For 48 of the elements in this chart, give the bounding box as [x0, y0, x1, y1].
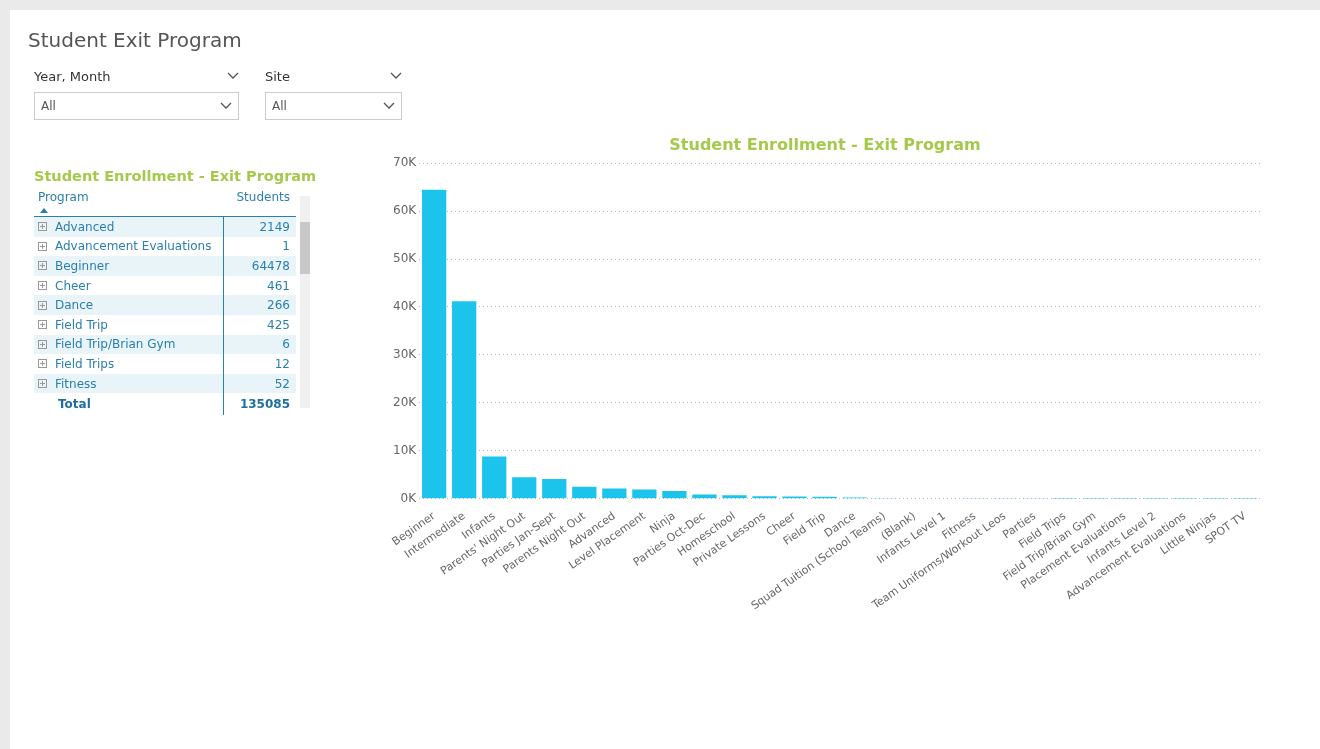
text: All [272, 99, 287, 113]
bar [452, 301, 477, 499]
data-label: 52 [273, 376, 291, 391]
data-label: 1 [281, 239, 291, 254]
data-label: 2149 [258, 219, 291, 234]
category-label: Dance [55, 298, 94, 313]
text: Students [236, 190, 291, 204]
y-tick-label: 50K [393, 251, 418, 266]
category-label: Fitness [55, 376, 97, 391]
text: Site [265, 68, 290, 84]
text: Year, Month [34, 68, 111, 84]
y-tick-label: 30K [393, 347, 418, 362]
category-label: Cheer [55, 278, 91, 293]
y-tick-label: 40K [393, 299, 418, 314]
y-tick-label: 0K [400, 490, 418, 505]
text: 135085 [238, 397, 291, 412]
data-label: 266 [266, 298, 291, 313]
y-tick-label: 10K [393, 442, 418, 457]
bar [692, 494, 717, 499]
y-tick-label: 60K [393, 203, 418, 218]
bar [572, 486, 597, 499]
bar [722, 495, 747, 499]
data-label: 6 [281, 337, 291, 352]
category-label: Field Trip/Brian Gym [55, 337, 176, 352]
bar [512, 477, 537, 499]
data-label: 64478 [250, 258, 291, 273]
category-label: Field Trip [55, 317, 108, 332]
chart-title: Student Enrollment - Exit Program [669, 134, 981, 154]
bar [482, 456, 507, 499]
text: Student Exit Program [28, 28, 242, 52]
category-label: Advancement Evaluations [55, 239, 212, 254]
text: Student Enrollment - Exit Program [34, 168, 317, 184]
bar [422, 189, 447, 499]
bar [662, 491, 687, 499]
data-label: 12 [273, 356, 291, 371]
text: All [41, 99, 56, 113]
text: Program [37, 190, 90, 204]
data-label: 425 [266, 317, 291, 332]
text: Total [34, 393, 224, 416]
bar [632, 489, 657, 499]
y-tick-label: 20K [393, 394, 418, 409]
data-label: 461 [266, 278, 291, 293]
y-tick-label: 70K [393, 155, 418, 170]
category-label: Beginner [55, 258, 110, 273]
category-label: Field Trips [55, 356, 115, 371]
bar [602, 488, 627, 499]
category-label: Advanced [55, 219, 115, 234]
bar [542, 479, 567, 499]
